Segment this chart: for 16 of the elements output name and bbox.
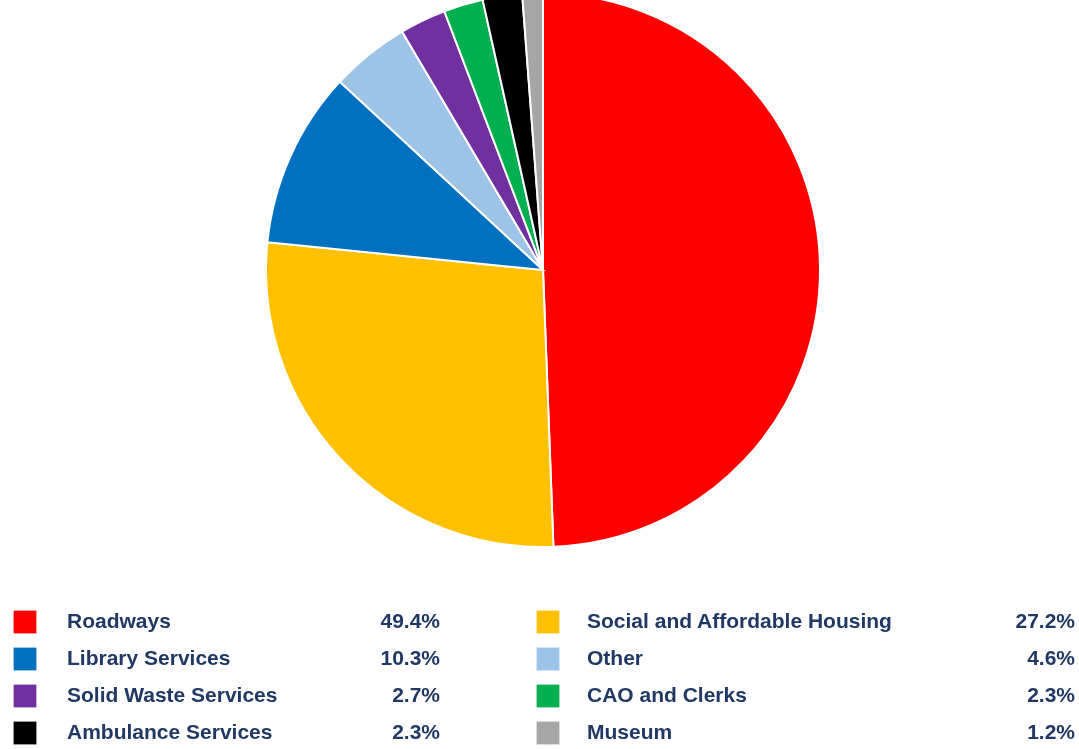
data-label: 2.7% xyxy=(392,683,441,706)
data-label: 49.4% xyxy=(380,609,441,632)
legend-label: Solid Waste Services xyxy=(67,683,278,706)
data-label: 1.2% xyxy=(1027,720,1076,743)
data-label: 2.3% xyxy=(392,720,441,743)
legend-label: CAO and Clerks xyxy=(587,683,747,706)
legend-label: Ambulance Services xyxy=(67,720,273,743)
legend-label: Social and Affordable Housing xyxy=(587,609,892,632)
legend-label: Roadways xyxy=(67,609,171,632)
legend-label: Other xyxy=(587,646,644,669)
data-label: 4.6% xyxy=(1027,646,1076,669)
data-label: 10.3% xyxy=(380,646,441,669)
legend-label: Museum xyxy=(587,720,673,743)
legend-label: Library Services xyxy=(67,646,231,669)
data-label: 27.2% xyxy=(1015,609,1076,632)
data-label: 2.3% xyxy=(1027,683,1076,706)
